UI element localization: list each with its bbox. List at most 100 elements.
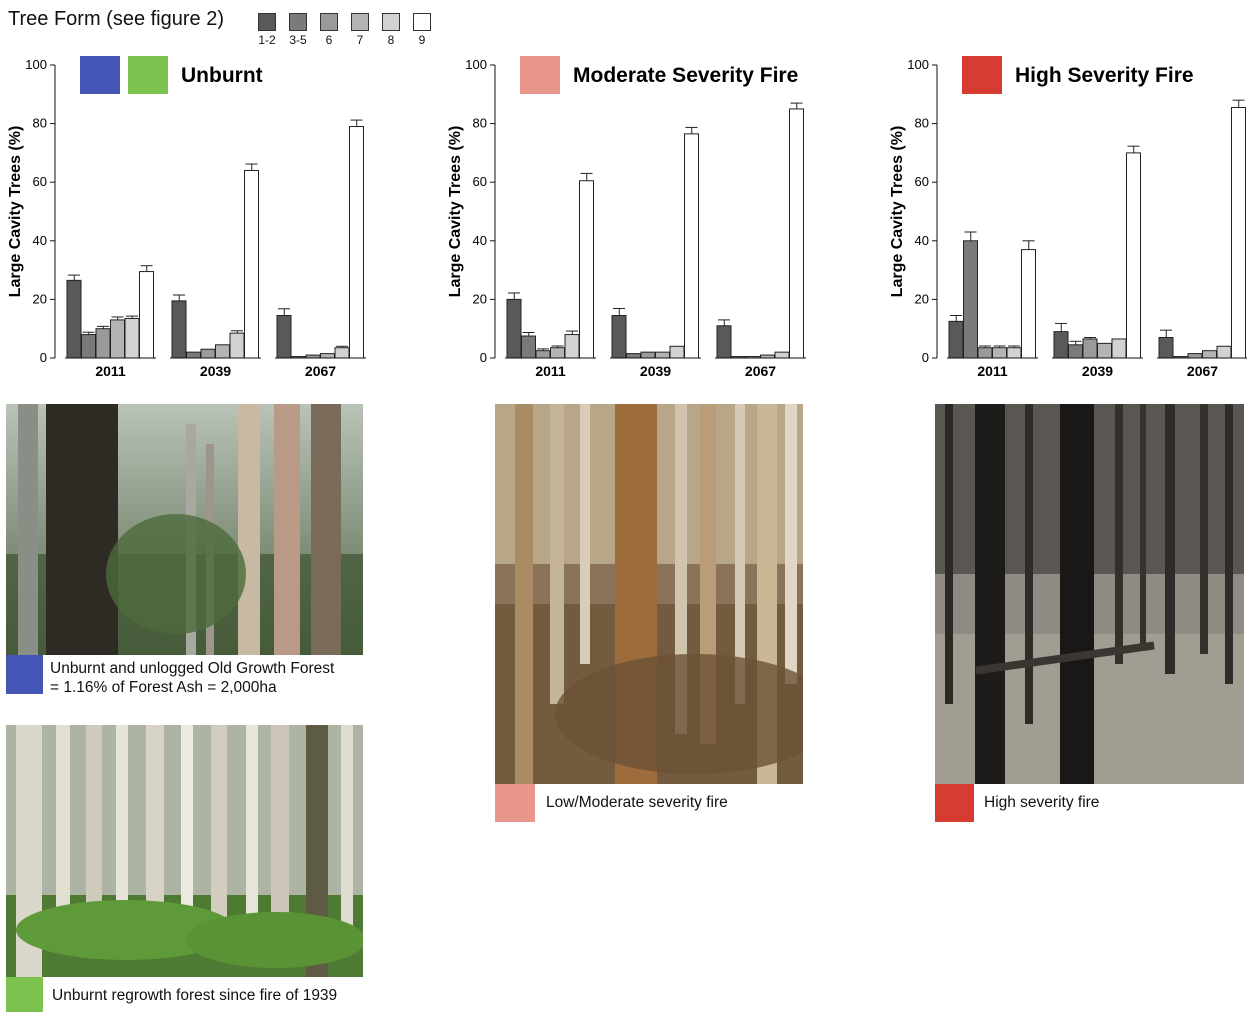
y-tick-label: 80 — [473, 116, 487, 131]
regrowth-caption: Unburnt regrowth forest since fire of 19… — [52, 987, 338, 1004]
y-tick-label: 60 — [33, 174, 47, 189]
y-tick-label: 40 — [915, 233, 929, 248]
bar-6-2039 — [1082, 338, 1098, 359]
chart-title: Moderate Severity Fire — [573, 64, 798, 87]
chart-title: Unburnt — [181, 64, 263, 87]
bar-3-5-2011 — [81, 334, 96, 359]
bar-3-5-2011 — [521, 335, 536, 359]
title-swatch — [962, 56, 1002, 94]
bar-8-2011 — [564, 334, 580, 359]
x-tick-label: 2011 — [95, 363, 126, 379]
bar-9-2011 — [139, 271, 154, 359]
bar-9-2067 — [789, 108, 804, 359]
y-tick-label: 100 — [25, 57, 47, 72]
bar-6-2039 — [640, 351, 656, 359]
bar-9-2039 — [684, 133, 699, 359]
y-axis-label: Large Cavity Trees (%) — [889, 126, 906, 298]
bar-8-2039 — [669, 345, 685, 359]
y-tick-label: 100 — [465, 57, 487, 72]
legend-label-3-5: 3-5 — [289, 33, 307, 47]
legend-label-6: 6 — [325, 33, 333, 47]
bar-1-2-2039 — [611, 315, 627, 359]
legend-swatch-3-5 — [289, 13, 307, 31]
bar-7-2067 — [320, 353, 335, 359]
y-tick-label: 80 — [915, 116, 929, 131]
x-tick-label: 2067 — [1187, 363, 1218, 379]
bar-1-2-2039 — [171, 300, 187, 359]
x-tick-label: 2039 — [1082, 363, 1113, 379]
moderate-fire-swatch — [495, 784, 535, 822]
old-growth-caption-line2: = 1.16% of Forest Ash = 2,000ha — [50, 679, 277, 696]
high-fire-photo — [935, 404, 1244, 784]
chart-title: High Severity Fire — [1015, 64, 1194, 87]
high-fire-caption: High severity fire — [984, 794, 1100, 811]
bar-6-2011 — [977, 347, 993, 359]
title-swatch — [520, 56, 560, 94]
bar-8-2011 — [1006, 347, 1022, 359]
bar-6-2011 — [95, 328, 111, 359]
y-tick-label: 20 — [33, 291, 47, 306]
y-tick-label: 80 — [33, 116, 47, 131]
legend-label-1-2: 1-2 — [258, 33, 276, 47]
bar-9-2039 — [244, 169, 259, 359]
bar-1-2-2067 — [276, 315, 292, 359]
bar-7-2011 — [110, 319, 125, 359]
y-tick-label: 0 — [922, 350, 929, 365]
bar-8-2039 — [1111, 338, 1127, 359]
moderate-fire-caption: Low/Moderate severity fire — [546, 794, 728, 811]
chart-high-severity: Large Cavity Trees (%) 0 20 40 60 80 100 High S… — [889, 56, 1247, 379]
legend-swatch-9 — [413, 13, 431, 31]
bar-1-2-2011 — [506, 298, 522, 359]
y-tick-label: 0 — [480, 350, 487, 365]
x-tick-label: 2039 — [200, 363, 231, 379]
bar-6-2067 — [1187, 353, 1203, 359]
y-tick-label: 40 — [473, 233, 487, 248]
y-tick-label: 60 — [473, 174, 487, 189]
bar-6-2011 — [535, 350, 551, 359]
bar-8-2039 — [229, 332, 245, 359]
bar-3-5-2039 — [1068, 344, 1083, 359]
old-growth-forest-photo — [6, 404, 363, 655]
title-swatch — [128, 56, 168, 94]
bar-1-2-2011 — [948, 320, 964, 359]
y-tick-label: 20 — [915, 291, 929, 306]
bar-9-2039 — [1126, 152, 1141, 359]
bar-1-2-2067 — [716, 325, 732, 359]
y-axis-label: Large Cavity Trees (%) — [447, 126, 464, 298]
y-tick-label: 100 — [907, 57, 929, 72]
x-tick-label: 2067 — [745, 363, 776, 379]
bar-9-2067 — [349, 126, 364, 359]
bar-7-2011 — [992, 347, 1007, 359]
bar-9-2011 — [1021, 249, 1036, 359]
bar-7-2067 — [1202, 350, 1217, 359]
y-axis-label: Large Cavity Trees (%) — [7, 126, 24, 298]
bar-7-2039 — [1097, 342, 1112, 359]
bar-7-2011 — [550, 347, 565, 359]
bar-3-5-2039 — [186, 351, 201, 359]
legend-swatch-6 — [320, 13, 338, 31]
bar-6-2039 — [200, 348, 216, 359]
regrowth-forest-photo — [6, 725, 363, 977]
bar-8-2067 — [1216, 345, 1232, 359]
x-tick-label: 2039 — [640, 363, 671, 379]
bar-9-2067 — [1231, 106, 1246, 359]
legend-label-8: 8 — [387, 33, 395, 47]
bar-9-2011 — [579, 180, 594, 359]
legend-title: Tree Form (see figure 2) — [8, 8, 224, 30]
y-tick-label: 20 — [473, 291, 487, 306]
bar-8-2011 — [124, 317, 140, 359]
legend-swatch-8 — [382, 13, 400, 31]
y-tick-label: 0 — [40, 350, 47, 365]
bar-7-2039 — [655, 351, 670, 359]
x-tick-label: 2067 — [305, 363, 336, 379]
y-tick-label: 60 — [915, 174, 929, 189]
old-growth-caption: Unburnt and unlogged Old Growth Forest =… — [50, 659, 334, 697]
bar-3-5-2039 — [626, 353, 641, 359]
bar-7-2039 — [215, 344, 230, 359]
legend-label-7: 7 — [356, 33, 364, 47]
legend-swatch-7 — [351, 13, 369, 31]
legend-swatch-1-2 — [258, 13, 276, 31]
x-tick-label: 2011 — [535, 363, 566, 379]
old-growth-swatch — [6, 655, 43, 694]
bar-1-2-2067 — [1158, 336, 1174, 359]
